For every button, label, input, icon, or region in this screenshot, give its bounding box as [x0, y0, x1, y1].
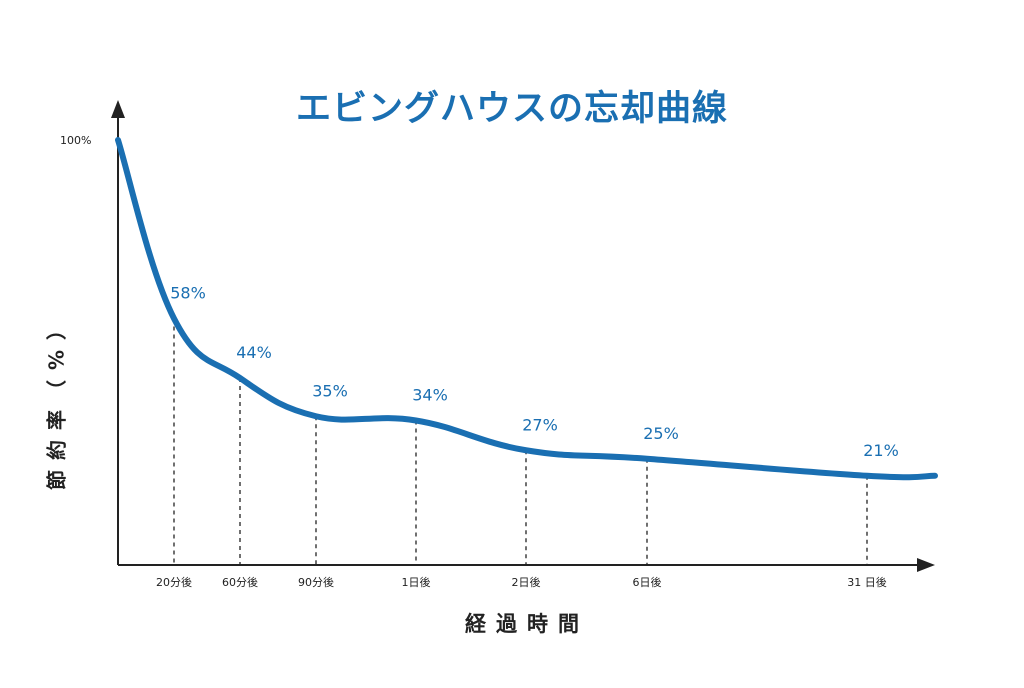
x-tick-label: 90分後: [298, 575, 334, 589]
chart-title: エビングハウスの忘却曲線: [295, 89, 728, 129]
data-label: 25%: [643, 424, 679, 443]
data-label: 58%: [170, 284, 206, 303]
data-label: 21%: [863, 441, 899, 460]
y-axis-max-label: 100%: [60, 134, 92, 147]
y-axis-arrow-icon: [111, 100, 125, 118]
x-tick-label: 6日後: [633, 575, 662, 589]
x-tick-label: 2日後: [512, 575, 541, 589]
data-label: 34%: [412, 386, 448, 405]
series-line: [115, 137, 938, 481]
x-axis-label: 経過時間: [465, 612, 589, 636]
x-tick-label: 1日後: [402, 575, 431, 589]
data-label: 44%: [236, 343, 272, 362]
x-axis-arrow-icon: [917, 558, 935, 572]
x-tick-label: 31 日後: [847, 575, 887, 589]
x-tick-label: 20分後: [156, 575, 192, 589]
x-tick-label: 60分後: [222, 575, 258, 589]
data-label: 35%: [312, 381, 348, 400]
data-label: 27%: [522, 415, 558, 434]
